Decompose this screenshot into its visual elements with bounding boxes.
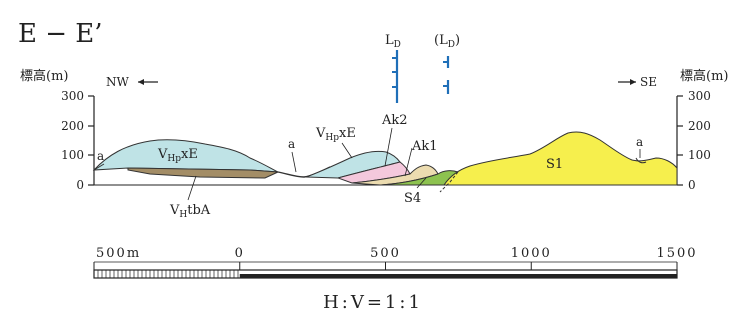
unit-vhpxe-left: [92, 139, 279, 173]
direction-nw: NW: [106, 75, 158, 89]
alluvium-left: [93, 163, 105, 171]
scale-ratio: H:V=1:1: [323, 292, 423, 313]
tick-left-200: 200: [61, 119, 84, 133]
scale-label-4: 1500: [656, 246, 697, 261]
elevation-label-left: 標高(m): [20, 68, 68, 84]
arrow-right-icon: [630, 79, 636, 85]
elevation-axis-right: 300 200 100 0: [676, 89, 711, 192]
scale-bar-fill: [239, 274, 677, 278]
scale-label-2: 500: [370, 246, 401, 261]
leader-ak2: [384, 127, 393, 167]
alluvium-label-3: a: [636, 135, 643, 149]
arrow-left-icon: [138, 79, 144, 85]
label-vhtba: VHtbA: [169, 203, 211, 220]
label-s1: S1: [546, 157, 563, 172]
leader-s4: [416, 177, 427, 189]
tick-left-0: 0: [76, 178, 84, 192]
tick-right-100: 100: [688, 148, 711, 162]
label-s4: S4: [404, 191, 421, 206]
direction-left-label: NW: [106, 75, 130, 89]
leader-vhpxe-right: [341, 142, 353, 159]
alluvium-label-1: a: [97, 149, 104, 163]
borehole-ld: [392, 50, 399, 103]
borehole-label-ld-projected: (LD): [434, 33, 460, 50]
label-vhpxe-right: VHpxE: [315, 126, 356, 143]
elevation-label-right: 標高(m): [680, 68, 728, 84]
tick-right-300: 300: [688, 89, 711, 103]
borehole-label-ld: LD: [385, 33, 401, 50]
elevation-axis-left: 300 200 100 0: [61, 89, 95, 192]
unit-s1: [443, 131, 678, 186]
scale-label-0: 500m: [96, 246, 141, 261]
leader-vhtba: [187, 175, 197, 201]
tick-right-0: 0: [688, 178, 696, 192]
tick-right-200: 200: [688, 119, 711, 133]
label-ak1: Ak1: [411, 139, 438, 154]
scale-label-3: 1000: [511, 246, 552, 261]
label-vhpxe-left: VHpxE: [157, 147, 198, 164]
tick-left-300: 300: [61, 89, 84, 103]
tick-left-100: 100: [61, 148, 84, 162]
borehole-ld-projected: [443, 56, 450, 94]
leader-alluvium-2: [291, 151, 297, 173]
leader-ak1: [404, 147, 413, 177]
unit-vhtba: [127, 167, 279, 179]
alluvium-right: [635, 157, 647, 164]
scale-bar-hatch: [97, 270, 677, 278]
fault-line: [439, 171, 459, 193]
section-title: E − E’: [18, 19, 103, 49]
label-ak2: Ak2: [381, 113, 408, 128]
direction-se: SE: [618, 75, 657, 89]
scale-bar: 500m 0 500 1000 1500: [93, 246, 697, 279]
scale-bar-ticks: 500m 0 500 1000 1500: [93, 246, 697, 270]
alluvium-label-2: a: [288, 137, 295, 151]
direction-right-label: SE: [640, 75, 657, 89]
scale-label-1: 0: [235, 246, 245, 261]
